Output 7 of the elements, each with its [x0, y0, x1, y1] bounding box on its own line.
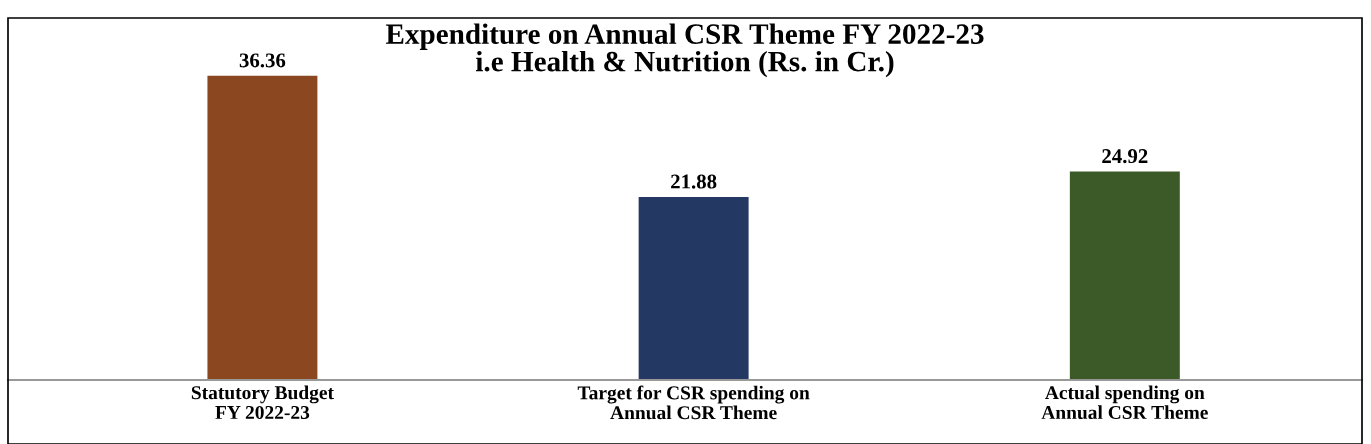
x-tick-label: Statutory Budget FY 2022-23: [191, 385, 334, 420]
data-label: 24.92: [1102, 149, 1148, 164]
x-tick-label: Actual spending on Annual CSR Theme: [1041, 385, 1208, 420]
data-label: 36.36: [239, 53, 286, 68]
chart-title: Expenditure on Annual CSR Theme FY 2022-23 i.e Health & Nutrition (Rs. in Cr.): [385, 23, 984, 78]
data-label: 21.88: [671, 174, 717, 189]
x-tick-label: Target for CSR spending on Annual CSR Theme: [577, 385, 810, 420]
